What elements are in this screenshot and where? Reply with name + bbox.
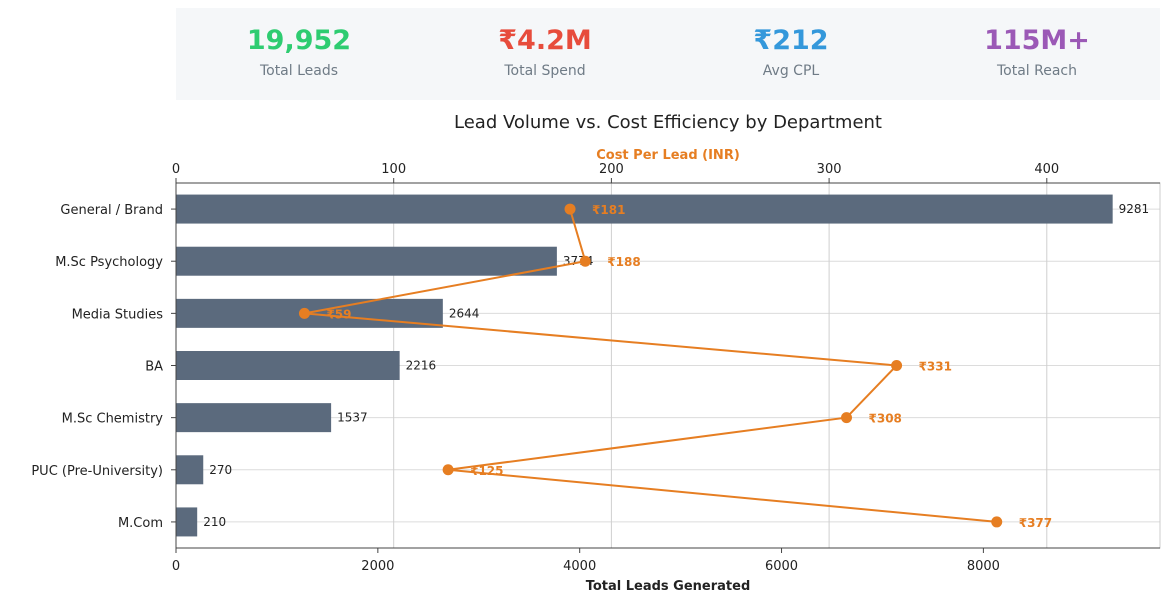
x2-tick-label: 0 — [172, 162, 180, 177]
x-axis-label: Total Leads Generated — [586, 579, 751, 594]
lead-bar — [176, 455, 204, 485]
bar-value-label: 270 — [209, 463, 232, 477]
kpi-label: Total Spend — [504, 63, 586, 79]
lead-bar — [176, 507, 198, 537]
kpi-total-leads: 19,952 Total Leads — [176, 24, 422, 82]
cpl-point — [564, 203, 576, 215]
kpi-label: Total Leads — [259, 63, 339, 79]
cpl-line-series: ₹181 ₹188 ₹59 ₹331 ₹308 ₹125 ₹377 — [298, 203, 1052, 530]
kpi-label: Total Reach — [996, 63, 1077, 79]
cpl-point — [298, 307, 310, 319]
x2-tick-label: 100 — [381, 162, 406, 177]
lead-bar — [176, 194, 1113, 224]
category-label: M.Sc Chemistry — [62, 412, 164, 427]
bar-value-label: 1537 — [337, 411, 368, 425]
cpl-value-label: ₹377 — [1019, 516, 1052, 530]
cpl-point — [891, 360, 903, 371]
axes: 0 2000 4000 6000 8000 0 100 200 300 400 General / … — [31, 162, 1161, 574]
category-label: General / Brand — [60, 203, 163, 218]
lead-bar — [176, 403, 332, 433]
lead-bar — [176, 351, 400, 380]
kpi-value: 115M+ — [984, 25, 1090, 56]
cpl-point — [841, 412, 853, 424]
cpl-point — [442, 464, 454, 476]
kpi-total-spend: ₹4.2M Total Spend — [422, 24, 668, 82]
x-tick-label: 2000 — [361, 559, 394, 574]
category-label: Media Studies — [72, 307, 164, 322]
cpl-value-label: ₹331 — [919, 360, 952, 374]
cpl-value-label: ₹125 — [470, 464, 503, 478]
chart-title: Lead Volume vs. Cost Efficiency by Depar… — [454, 112, 882, 133]
bar-value-label: 9281 — [1119, 202, 1150, 216]
kpi-value: 19,952 — [246, 25, 352, 56]
kpi-label: Avg CPL — [762, 63, 820, 79]
x2-tick-label: 400 — [1034, 162, 1059, 177]
kpi-value: ₹212 — [753, 25, 829, 56]
x2-axis-label: Cost Per Lead (INR) — [596, 148, 740, 163]
kpi-total-reach: 115M+ Total Reach — [914, 24, 1160, 82]
x-tick-label: 6000 — [765, 559, 798, 574]
x-tick-label: 0 — [172, 559, 180, 574]
lead-bar — [176, 246, 557, 276]
kpi-avg-cpl: ₹212 Avg CPL — [668, 24, 914, 82]
cpl-value-label: ₹188 — [607, 255, 640, 269]
cpl-point — [991, 516, 1003, 528]
cpl-point — [579, 255, 591, 267]
x-tick-label: 8000 — [967, 559, 1000, 574]
category-label: PUC (Pre-University) — [31, 464, 163, 479]
kpi-panel: 19,952 Total Leads ₹4.2M Total Spend ₹21… — [176, 8, 1160, 100]
x2-tick-label: 300 — [817, 162, 842, 177]
x-tick-label: 4000 — [563, 559, 596, 574]
lead-volume-chart: Lead Volume vs. Cost Efficiency by Depar… — [31, 112, 1161, 594]
bar-value-label: 210 — [203, 515, 226, 529]
cpl-value-label: ₹59 — [326, 307, 351, 321]
bar-value-label: 2644 — [449, 306, 480, 320]
bar-value-label: 2216 — [406, 359, 437, 373]
cpl-value-label: ₹181 — [592, 203, 625, 217]
category-label: M.Sc Psychology — [55, 255, 163, 270]
x2-tick-label: 200 — [599, 162, 624, 177]
kpi-value: ₹4.2M — [498, 25, 592, 56]
category-label: BA — [145, 360, 163, 375]
category-label: M.Com — [118, 516, 163, 531]
cpl-value-label: ₹308 — [869, 412, 902, 426]
